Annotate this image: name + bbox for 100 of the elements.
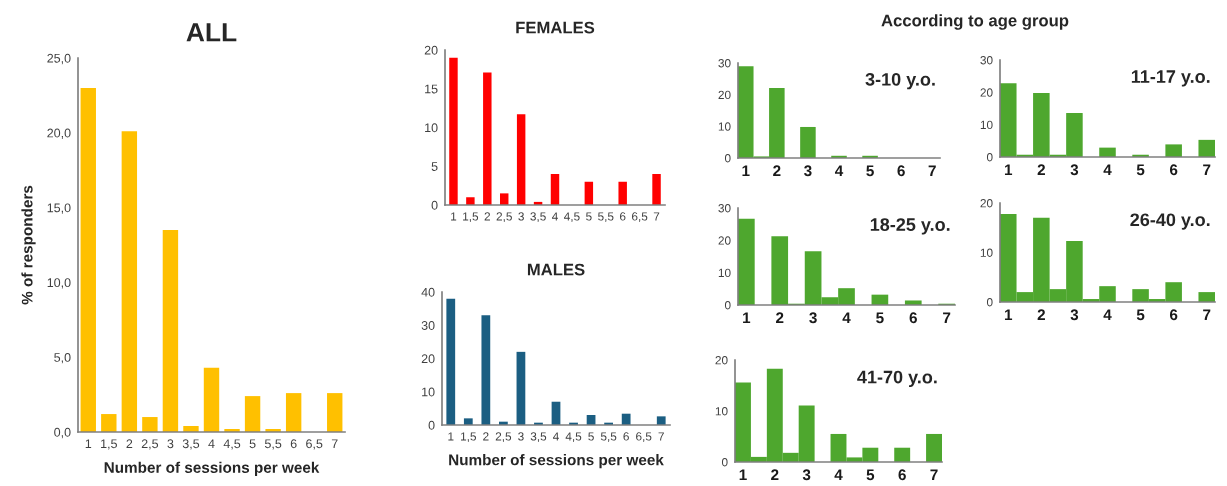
x-tick-label: 6,5: [306, 439, 323, 450]
y-tick-label: 10: [980, 248, 993, 257]
x-tick-label: 6: [897, 165, 905, 177]
x-tick-label: 1: [743, 312, 751, 324]
x-tick-label: 6: [623, 432, 629, 441]
x-tick-label: 3: [809, 312, 817, 324]
x-tick-label: 6: [1169, 164, 1178, 176]
y-tick-label: 20: [424, 45, 438, 55]
x-tick-label: 6: [290, 439, 297, 449]
y-tick-label: 10: [422, 387, 435, 397]
y-tick-label: 10,0: [47, 278, 71, 289]
x-tick-label: 3: [802, 469, 811, 481]
x-tick-label: 3: [1070, 309, 1079, 321]
y-tick-label: 40: [421, 287, 435, 297]
y-tick-label: 10: [718, 122, 731, 131]
x-tick-label: 7: [928, 165, 936, 177]
y-tick-label: 10: [715, 407, 728, 416]
y-tick-label: 30: [718, 59, 731, 68]
y-tick-label: 0: [986, 153, 993, 162]
text: 26-40 y.o.: [1130, 213, 1210, 230]
x-tick-label: 6,5: [636, 432, 652, 443]
y-tick-label: 20: [715, 356, 728, 365]
x-tick-label: 4: [1103, 164, 1112, 176]
y-tick-label: 20: [718, 236, 731, 245]
x-tick-label: 1,5: [463, 212, 479, 223]
text: 11-17 y.o.: [1131, 70, 1210, 87]
x-tick-label: 1: [1004, 164, 1013, 176]
x-tick-label: 5: [1136, 164, 1145, 176]
x-axis-title: Number of sessions per week: [449, 454, 664, 469]
x-tick-label: 2: [776, 312, 784, 324]
x-tick-label: 4,5: [223, 439, 241, 450]
x-tick-label: 1: [451, 212, 457, 221]
x-tick-label: 6: [909, 312, 917, 324]
y-tick-label: 0,0: [54, 427, 71, 439]
y-tick-label: 0: [431, 200, 438, 210]
x-axis-title: Number of sessions per week: [104, 461, 320, 476]
x-tick-label: 2: [773, 165, 781, 177]
x-tick-label: 5: [588, 432, 594, 441]
x-tick-label: 1: [742, 165, 750, 177]
x-tick-label: 1: [448, 432, 454, 441]
y-tick-label: 15: [425, 84, 438, 94]
x-tick-label: 4,5: [563, 212, 580, 223]
text: According to age group: [881, 14, 1069, 30]
x-tick-label: 7: [1203, 309, 1211, 321]
x-tick-label: 2: [483, 432, 489, 441]
x-tick-label: 3: [518, 432, 524, 441]
x-tick-label: 4: [834, 165, 844, 177]
x-tick-label: 7: [331, 439, 338, 448]
x-tick-label: 5: [866, 165, 874, 177]
x-tick-label: 7: [943, 312, 951, 324]
y-tick-label: 0: [428, 420, 435, 430]
x-tick-label: 3: [1070, 164, 1079, 176]
x-tick-label: 4: [842, 312, 851, 324]
x-tick-label: 5,5: [598, 212, 614, 223]
y-tick-label: 25,0: [47, 53, 71, 65]
x-tick-label: 2,5: [496, 212, 512, 223]
y-tick-label: 30: [718, 204, 731, 213]
x-tick-label: 6: [1169, 309, 1178, 321]
text: 18-25 y.o.: [870, 218, 950, 235]
x-tick-label: 2,5: [495, 432, 512, 443]
x-tick-label: 7: [658, 432, 664, 441]
x-tick-label: 6: [620, 212, 626, 221]
x-tick-label: 2: [771, 469, 779, 481]
x-tick-label: 4,5: [565, 432, 582, 443]
text: 41-70 y.o.: [857, 370, 937, 388]
y-tick-label: 0: [986, 298, 993, 307]
x-tick-label: 3: [804, 165, 812, 177]
text: 3-10 y.o.: [865, 72, 935, 90]
x-tick-label: 5,5: [600, 432, 617, 443]
x-tick-label: 2,5: [141, 439, 159, 450]
y-tick-label: 0: [724, 154, 731, 163]
x-tick-label: 2: [126, 439, 133, 448]
x-tick-label: 1: [1004, 309, 1013, 321]
x-tick-label: 1,5: [461, 432, 477, 443]
x-tick-label: 7: [930, 469, 938, 481]
x-tick-label: 6: [898, 469, 906, 481]
y-tick-label: 20,0: [47, 128, 71, 139]
x-tick-label: 3,5: [530, 212, 546, 223]
x-tick-label: 2: [1037, 164, 1045, 176]
x-tick-label: 5: [586, 212, 592, 221]
x-tick-label: 1: [85, 439, 92, 448]
x-tick-label: 3: [518, 212, 524, 221]
y-tick-label: 15,0: [47, 203, 71, 214]
y-tick-label: 10: [980, 120, 993, 130]
x-tick-label: 3,5: [530, 432, 547, 443]
x-tick-label: 4: [208, 439, 215, 448]
y-tick-label: 30: [421, 321, 435, 330]
y-tick-label: 0: [724, 301, 731, 310]
x-tick-label: 5: [249, 439, 256, 449]
x-tick-label: 7: [653, 212, 660, 221]
x-tick-label: 1: [739, 469, 747, 481]
chart-title: ALL: [186, 23, 237, 42]
x-tick-label: 4: [551, 212, 558, 221]
x-tick-label: 7: [1203, 164, 1211, 176]
y-axis-title: % of responders: [21, 185, 36, 305]
x-tick-label: 1,5: [101, 439, 117, 450]
x-tick-label: 4: [834, 469, 843, 481]
y-tick-label: 20: [980, 199, 993, 208]
x-tick-label: 4: [1103, 309, 1112, 321]
x-tick-label: 5: [1136, 309, 1145, 321]
